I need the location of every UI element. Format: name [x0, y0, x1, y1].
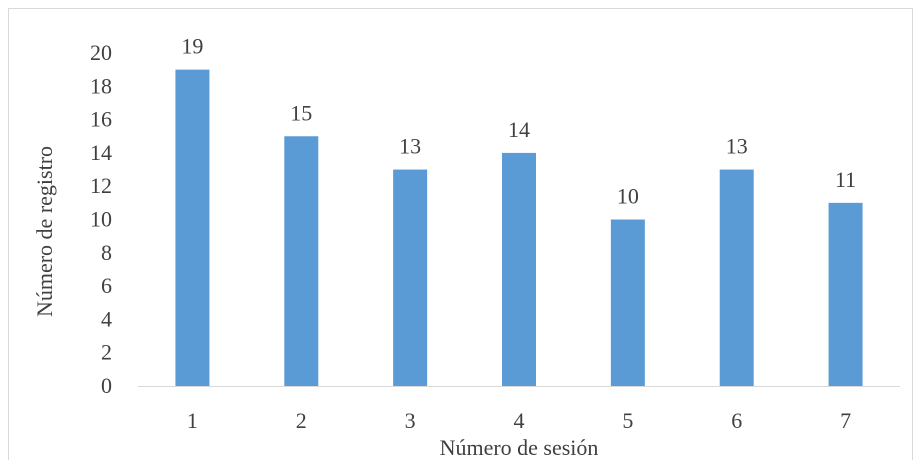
- x-tick-label: 1: [187, 408, 198, 433]
- bars: [175, 69, 863, 387]
- data-label: 11: [835, 167, 856, 192]
- y-tick-label: 0: [101, 373, 112, 398]
- x-tick-label: 2: [296, 408, 307, 433]
- y-tick-label: 8: [101, 240, 112, 265]
- x-tick-label: 7: [840, 408, 851, 433]
- data-label: 13: [399, 134, 421, 159]
- bar: [719, 169, 754, 386]
- x-tick-label: 5: [622, 408, 633, 433]
- bar: [284, 136, 319, 386]
- x-axis-ticks: 1 2 3 4 5 6 7: [187, 408, 851, 433]
- y-axis-title: Número de registro: [32, 146, 57, 317]
- bar: [175, 69, 210, 387]
- y-tick-label: 16: [90, 107, 112, 132]
- data-label: 14: [508, 117, 530, 142]
- bar: [393, 169, 428, 386]
- bar: [610, 219, 645, 386]
- y-tick-label: 18: [90, 73, 112, 98]
- y-axis-ticks: 0 2 4 6 8 10 12 14 16 18 20: [90, 40, 112, 398]
- y-tick-label: 12: [90, 173, 112, 198]
- x-axis-title: Número de sesión: [440, 435, 599, 460]
- data-label: 15: [290, 100, 312, 125]
- data-labels: 19 15 13 14 10 13 11: [181, 34, 856, 209]
- y-tick-label: 6: [101, 273, 112, 298]
- data-label: 10: [617, 184, 639, 209]
- bar: [828, 202, 863, 386]
- x-tick-label: 4: [514, 408, 525, 433]
- y-tick-label: 14: [90, 140, 112, 165]
- y-tick-label: 20: [90, 40, 112, 65]
- x-tick-label: 6: [731, 408, 742, 433]
- chart-frame: [8, 8, 913, 460]
- x-tick-label: 3: [405, 408, 416, 433]
- data-label: 13: [726, 134, 748, 159]
- bar: [502, 152, 536, 386]
- y-tick-label: 2: [101, 340, 112, 365]
- y-tick-label: 10: [90, 207, 112, 232]
- data-label: 19: [181, 34, 203, 59]
- y-tick-label: 4: [101, 306, 112, 331]
